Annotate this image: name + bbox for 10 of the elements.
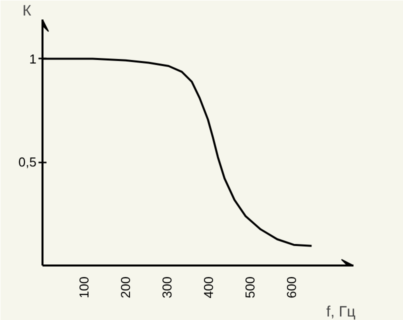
x-axis-title: f, Гц xyxy=(326,304,356,320)
x-tick-label: 400 xyxy=(200,276,216,298)
x-tick-label: 500 xyxy=(242,276,258,298)
x-tick-label: 200 xyxy=(118,276,133,298)
y-axis-title: К xyxy=(22,2,32,20)
x-tick-label: 300 xyxy=(159,276,174,298)
x-tick-label: 600 xyxy=(284,276,299,298)
x-tick-label: 100 xyxy=(76,276,92,298)
y-tick-label: 0,5 xyxy=(18,154,37,170)
y-tick-label: 1 xyxy=(29,51,37,66)
